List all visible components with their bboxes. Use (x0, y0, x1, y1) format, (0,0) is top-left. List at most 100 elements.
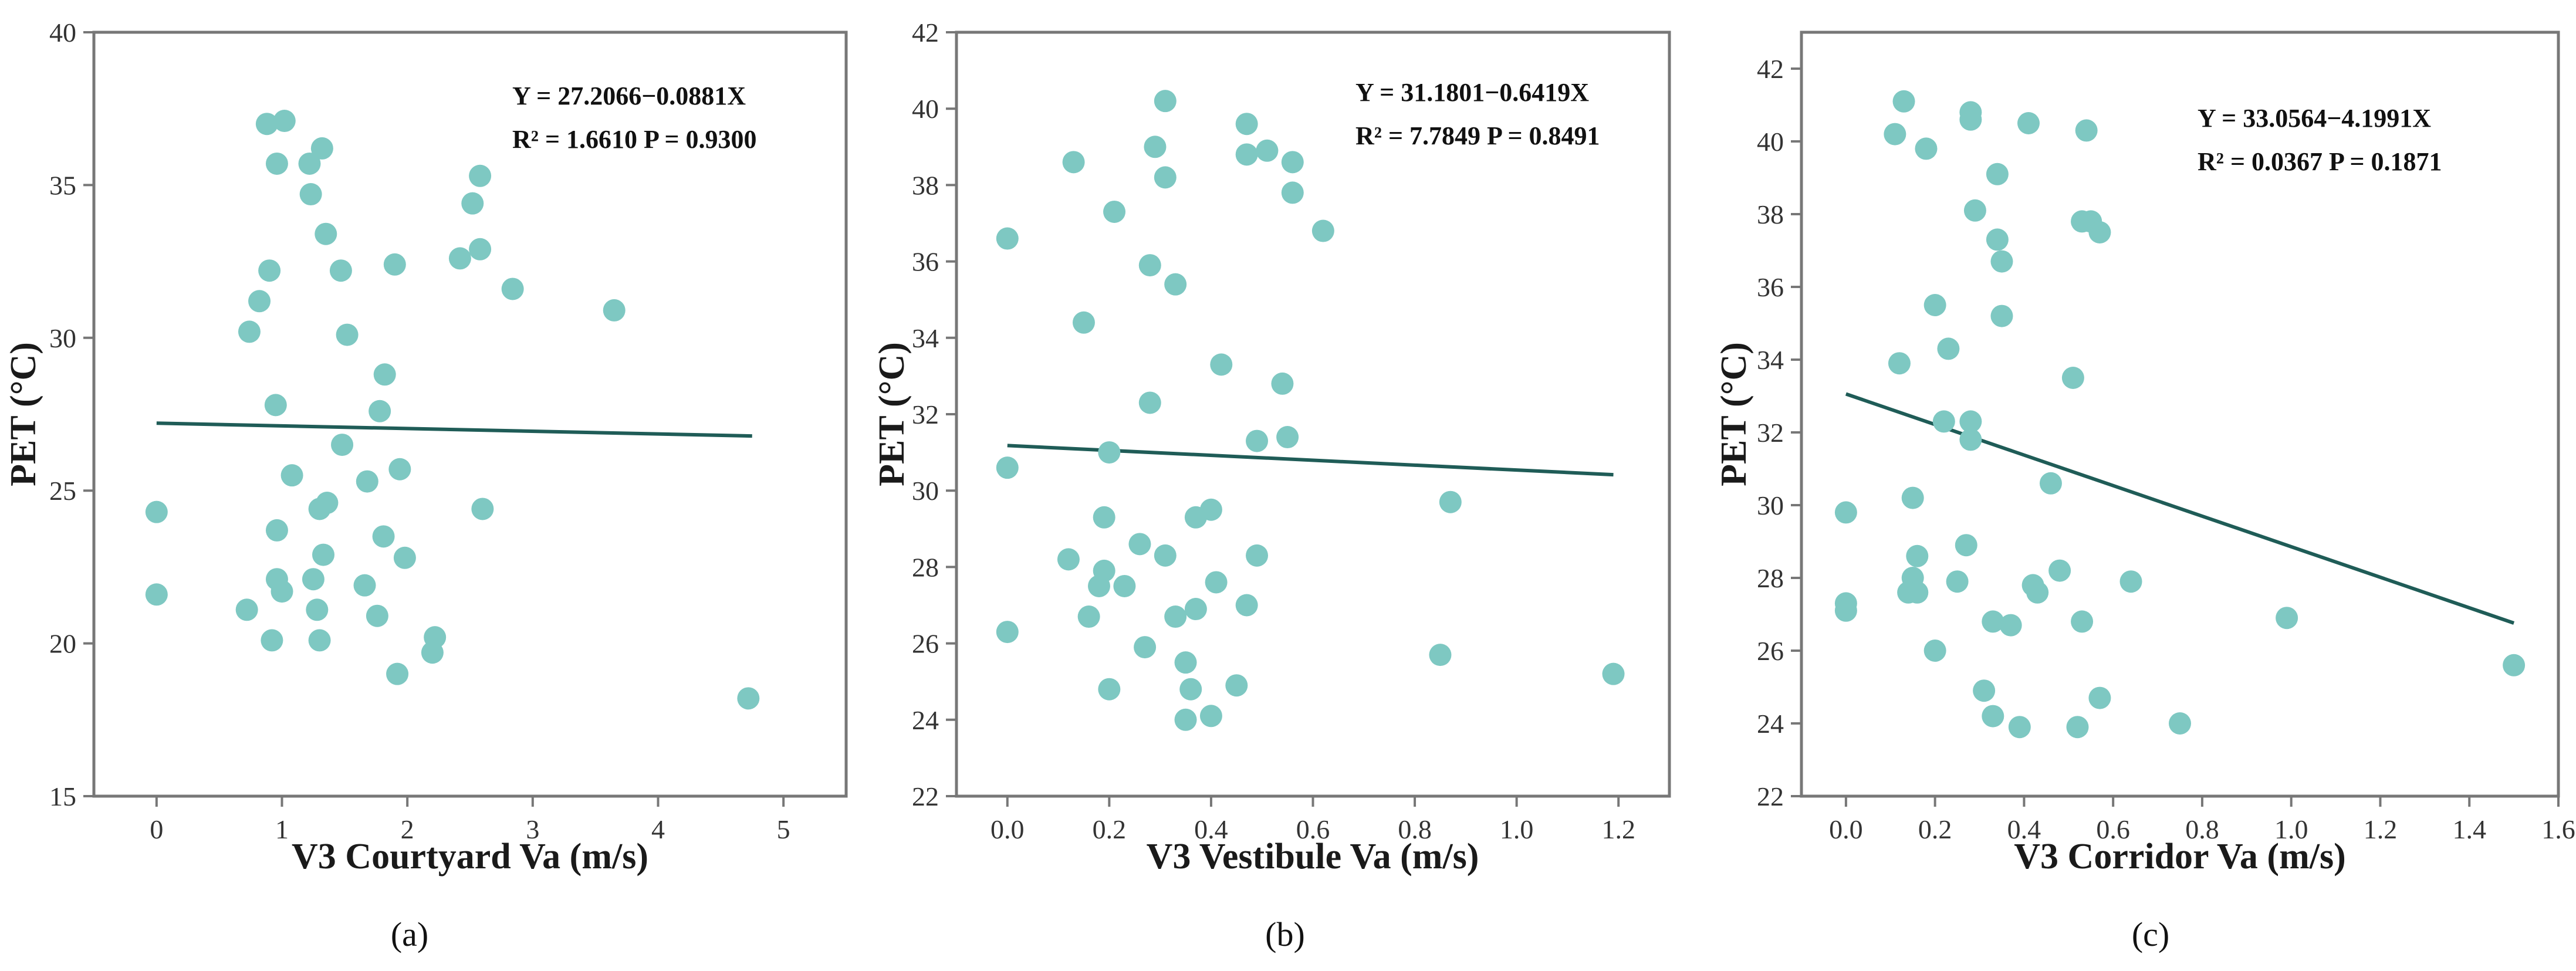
ticks-b: 0.0 0.2 0.4 0.6 0.8 1.0 1.2 22 24 26 28 30 32 34 36 38 4… (912, 18, 1635, 844)
points-c (1834, 90, 2526, 739)
data-point-c (1990, 305, 2013, 327)
data-point-c (1923, 294, 1946, 316)
data-point-a (298, 152, 321, 175)
data-point-b (1062, 151, 1085, 174)
data-point-a (448, 247, 471, 270)
data-point-c (2061, 367, 2084, 389)
y-tick-label-b: 36 (912, 247, 939, 277)
data-point-a (388, 458, 411, 481)
data-point-a (329, 259, 352, 282)
data-point-c (2169, 712, 2191, 735)
data-point-c (1834, 599, 1857, 622)
y-tick-label-c: 42 (1757, 54, 1784, 84)
data-point-a (356, 470, 378, 493)
data-point-a (469, 164, 492, 187)
data-point-b (1128, 533, 1151, 556)
data-point-a (258, 259, 281, 282)
data-point-b (1154, 90, 1177, 113)
data-point-b (1199, 705, 1222, 728)
x-tick-label-c: 1.6 (2541, 814, 2575, 844)
y-tick-label-b: 30 (912, 476, 939, 506)
data-point-b (1199, 498, 1222, 521)
data-point-a (331, 434, 354, 456)
data-point-c (1963, 199, 1986, 222)
x-tick-label-b: 1.2 (1601, 814, 1635, 844)
ticks-c: 0.0 0.2 0.4 0.6 0.8 1.0 1.2 1.4 1.6 22 24 26 28 30 32 3… (1757, 54, 2575, 844)
data-point-a (255, 113, 278, 136)
data-point-b (1138, 391, 1161, 414)
x-tick-label-a: 5 (777, 814, 790, 844)
data-point-b (1134, 636, 1157, 659)
data-point-a (737, 687, 760, 710)
data-point-b (1072, 311, 1095, 334)
data-point-b (1077, 605, 1100, 628)
data-point-b (1103, 200, 1126, 223)
data-point-c (1986, 163, 2009, 185)
panel-b: 0.0 0.2 0.4 0.6 0.8 1.0 1.2 22 24 26 28 30 32 34 36 38 4… (872, 18, 1671, 953)
points-b (996, 90, 1625, 731)
x-tick-label-c: 0.8 (2185, 814, 2219, 844)
data-point-c (2039, 472, 2062, 495)
data-point-c (1973, 679, 1996, 702)
x-tick-label-a: 3 (526, 814, 539, 844)
x-tick-label-c: 0.0 (1829, 814, 1863, 844)
data-point-c (1955, 534, 1977, 557)
plot-frame-a (92, 31, 848, 798)
data-point-b (1429, 644, 1452, 666)
y-tick-label-c: 28 (1757, 563, 1784, 593)
data-point-a (366, 604, 388, 627)
data-point-c (2119, 570, 2142, 593)
data-point-a (145, 583, 168, 606)
y-tick-label-a: 30 (49, 323, 76, 353)
y-axis-title-a: PET (°C) (4, 342, 43, 486)
data-point-a (238, 320, 261, 343)
ticks-a: 0 1 2 3 4 5 15 20 25 30 35 40 (49, 18, 790, 844)
data-point-c (1959, 108, 1982, 131)
panel-label-b: (b) (1265, 915, 1305, 953)
data-point-b (1057, 548, 1080, 571)
fit-layer-b (1007, 444, 1614, 477)
data-point-c (1990, 250, 2013, 273)
data-point-c (2066, 716, 2089, 739)
y-tick-label-c: 34 (1757, 345, 1784, 375)
data-point-b (1144, 136, 1167, 158)
data-point-a (235, 598, 258, 621)
equation-c: Y = 33.0564−4.1991X (2198, 104, 2431, 133)
y-tick-label-c: 30 (1757, 490, 1784, 520)
data-point-a (393, 546, 416, 569)
regression-line-b (1007, 444, 1614, 477)
data-point-c (2503, 654, 2526, 676)
x-tick-label-b: 0.8 (1398, 814, 1432, 844)
data-point-a (501, 278, 524, 300)
data-point-a (248, 290, 271, 313)
data-point-c (2048, 559, 2071, 582)
data-point-c (1932, 410, 1955, 433)
data-point-a (302, 568, 324, 591)
data-point-a (386, 662, 409, 685)
data-point-b (996, 456, 1019, 479)
data-point-b (1235, 594, 1258, 617)
data-point-b (1225, 674, 1248, 697)
stats-a: R² = 1.6610 P = 0.9300 (512, 125, 757, 154)
x-axis-title-a: V3 Courtyard Va (m/s) (292, 837, 648, 877)
data-point-a (471, 498, 494, 520)
data-point-c (2088, 686, 2111, 709)
data-point-c (1888, 352, 1911, 375)
data-point-a (306, 598, 329, 621)
data-point-b (1154, 166, 1177, 189)
regression-line-c (1845, 392, 2515, 625)
data-point-b (1098, 678, 1121, 701)
x-tick-label-c: 1.4 (2452, 814, 2486, 844)
y-tick-label-b: 32 (912, 400, 939, 429)
fit-layer-a (156, 421, 752, 438)
y-tick-label-c: 22 (1757, 781, 1784, 811)
data-point-c (1982, 610, 2004, 633)
y-tick-label-c: 24 (1757, 709, 1784, 739)
x-tick-label-b: 0.6 (1296, 814, 1330, 844)
data-point-b (1113, 574, 1136, 597)
data-point-c (1937, 337, 1960, 360)
x-tick-label-a: 4 (651, 814, 665, 844)
panel-c: 0.0 0.2 0.4 0.6 0.8 1.0 1.2 1.4 1.6 22 24 26 28 30 32 3… (1714, 31, 2575, 953)
data-point-b (996, 621, 1019, 644)
y-tick-label-a: 25 (49, 476, 76, 506)
